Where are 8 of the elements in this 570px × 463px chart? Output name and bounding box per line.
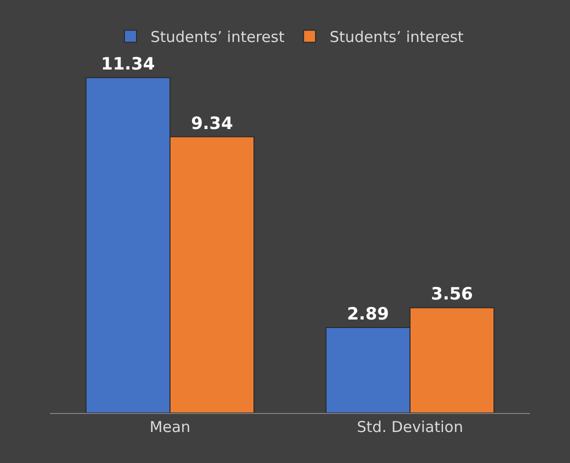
x-tick-label: Std. Deviation bbox=[356, 418, 464, 436]
data-label: 9.34 bbox=[190, 114, 234, 134]
x-tick-label: Mean bbox=[150, 418, 190, 436]
legend-label: Students’ interest bbox=[150, 28, 285, 46]
legend-label: Students’ interest bbox=[330, 28, 464, 46]
data-label: 2.89 bbox=[347, 304, 389, 325]
data-label: 11.34 bbox=[101, 54, 155, 75]
data-label: 3.56 bbox=[431, 284, 473, 305]
